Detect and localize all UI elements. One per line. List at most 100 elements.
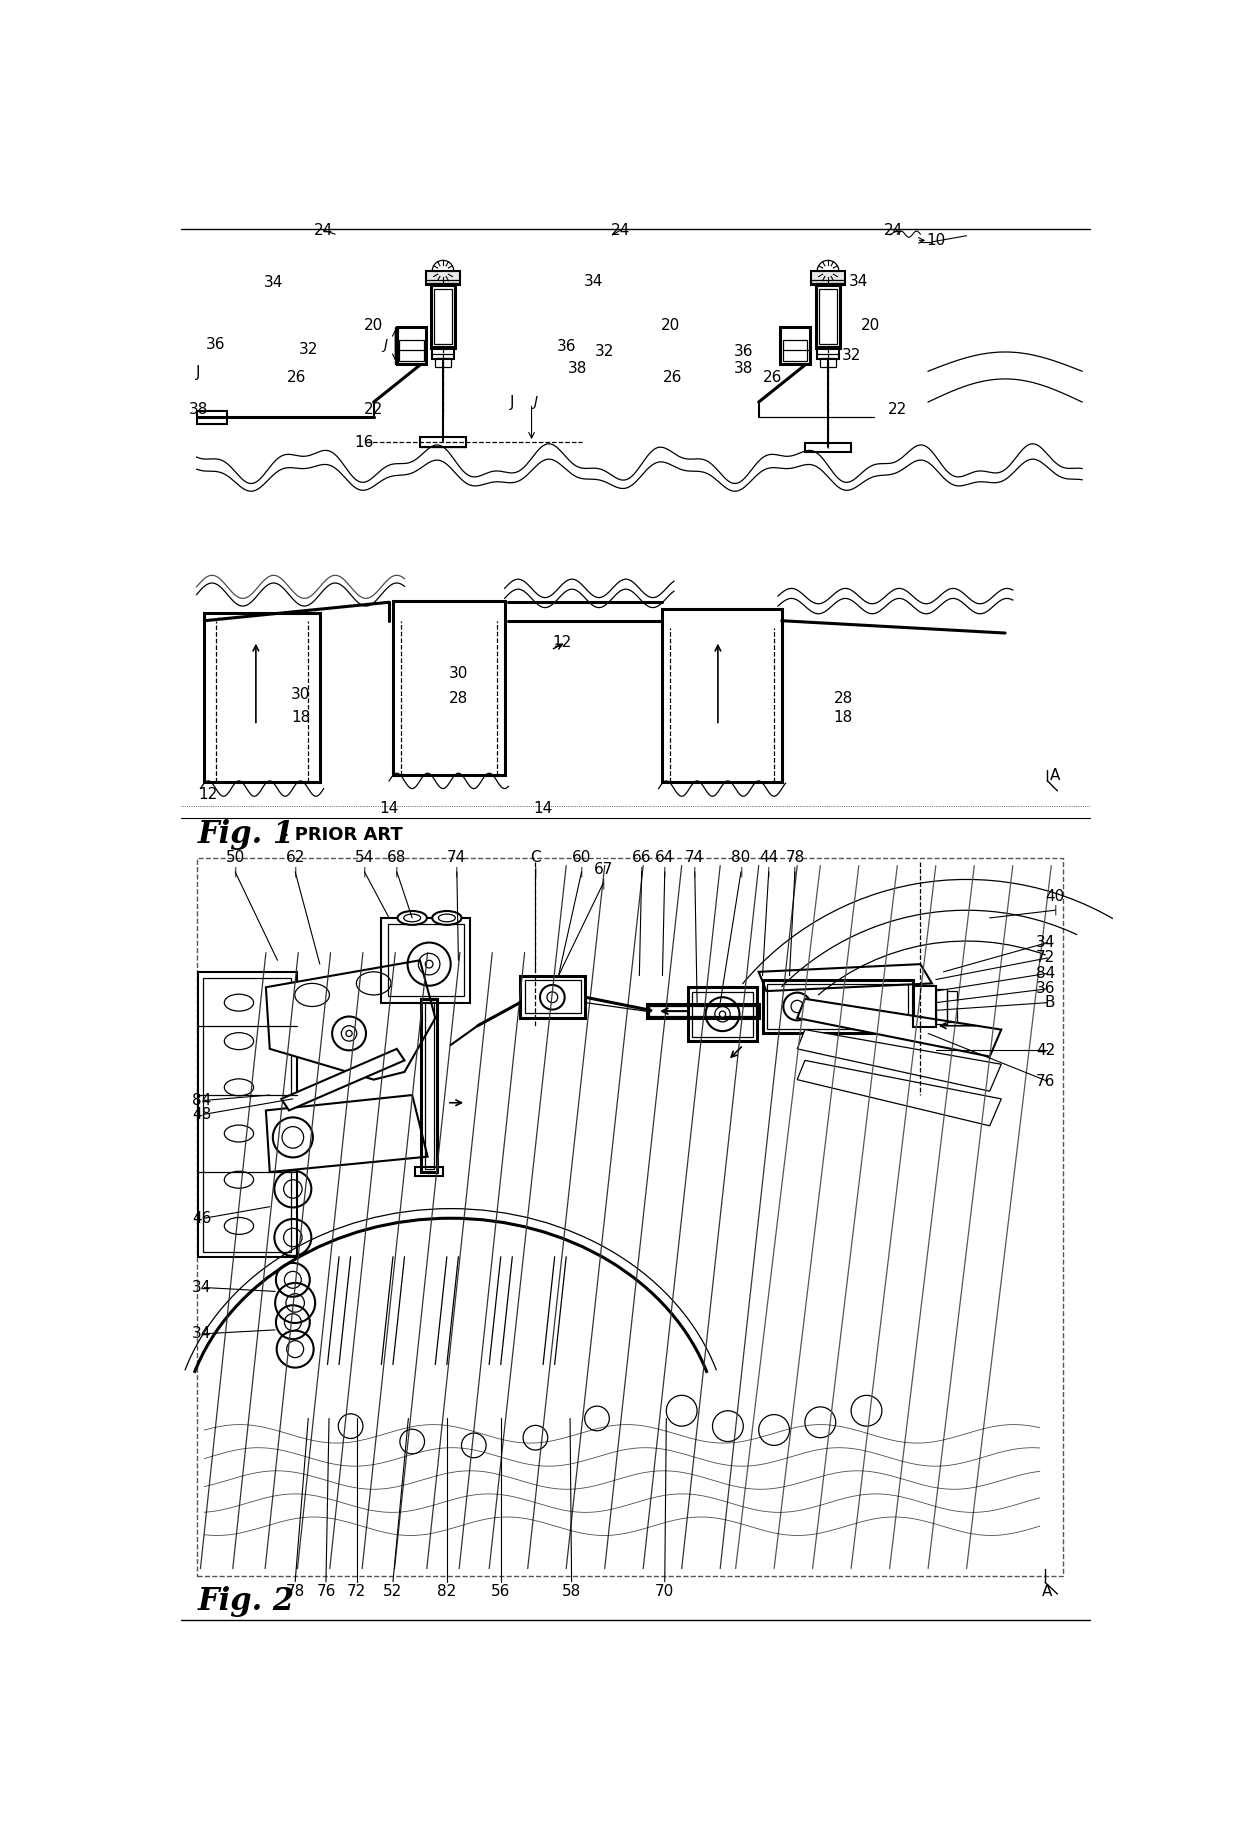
Text: 48: 48 [192, 1107, 211, 1122]
Text: Fig. 1: Fig. 1 [198, 819, 295, 850]
Bar [197, 411, 227, 424]
Text: 72: 72 [1035, 951, 1055, 966]
Text: 56: 56 [491, 1584, 511, 1599]
Text: J: J [533, 395, 537, 409]
Text: 34: 34 [1035, 935, 1055, 949]
Text: 24: 24 [610, 222, 630, 239]
Text: C: C [529, 850, 541, 865]
Text: 16: 16 [355, 435, 374, 450]
Text: |: | [455, 867, 459, 878]
Text: 78: 78 [285, 1584, 305, 1599]
Bar [780, 327, 810, 364]
Text: J: J [510, 395, 515, 409]
Ellipse shape [224, 1080, 253, 1096]
Text: 14: 14 [533, 800, 553, 815]
Bar [768, 984, 908, 1028]
Polygon shape [797, 1061, 1001, 1125]
Text: 20: 20 [861, 318, 880, 332]
Text: 26: 26 [286, 369, 306, 386]
Bar [382, 918, 470, 1002]
Text: A: A [1050, 767, 1060, 782]
Text: 40: 40 [1045, 889, 1065, 903]
Polygon shape [797, 999, 1001, 1056]
Text: 20: 20 [661, 318, 680, 332]
Text: 58: 58 [562, 1584, 582, 1599]
Bar [422, 999, 436, 1171]
Text: |: | [396, 867, 398, 878]
Polygon shape [265, 960, 435, 1080]
Text: 70: 70 [655, 1584, 675, 1599]
Text: 36: 36 [1035, 980, 1055, 997]
Bar [415, 1166, 443, 1175]
Ellipse shape [224, 1171, 253, 1188]
Text: 28: 28 [833, 690, 853, 707]
Bar [424, 1002, 434, 1170]
Circle shape [719, 1012, 725, 1017]
Text: 54: 54 [355, 850, 374, 865]
Text: |: | [766, 867, 770, 878]
Text: 18: 18 [833, 711, 853, 725]
Text: 67: 67 [594, 861, 613, 878]
Text: 74: 74 [448, 850, 466, 865]
Text: 34: 34 [192, 1326, 211, 1342]
Bar [650, 1006, 756, 1015]
Text: 32: 32 [299, 341, 317, 358]
Text: 24: 24 [884, 222, 903, 239]
Text: 20: 20 [365, 318, 383, 332]
Circle shape [425, 960, 433, 968]
Polygon shape [265, 1094, 428, 1171]
Text: 34: 34 [264, 275, 283, 290]
Bar [198, 971, 296, 1256]
Text: J: J [196, 365, 201, 380]
Ellipse shape [224, 993, 253, 1012]
Text: B: B [1044, 995, 1055, 1010]
Text: 34: 34 [584, 274, 603, 288]
Bar [434, 288, 453, 345]
Text: |: | [794, 867, 797, 878]
Text: 52: 52 [383, 1584, 403, 1599]
Text: - PRIOR ART: - PRIOR ART [281, 826, 403, 845]
Bar [393, 602, 505, 775]
Text: 32: 32 [595, 345, 614, 360]
Bar [647, 1004, 759, 1017]
Bar [692, 991, 753, 1037]
Text: 78: 78 [785, 850, 805, 865]
Text: |: | [1053, 905, 1056, 916]
Bar [197, 857, 1063, 1577]
Text: 72: 72 [347, 1584, 366, 1599]
Text: 28: 28 [449, 690, 467, 707]
Bar [205, 613, 320, 782]
Text: 10: 10 [926, 233, 945, 248]
Bar [763, 980, 913, 1034]
Text: A: A [1043, 1584, 1053, 1599]
Bar [782, 340, 807, 362]
Bar [435, 358, 450, 367]
Text: 44: 44 [759, 850, 779, 865]
Text: 26: 26 [763, 369, 782, 386]
Polygon shape [797, 1030, 1001, 1091]
Text: 18: 18 [291, 711, 310, 725]
Ellipse shape [224, 1032, 253, 1050]
Text: 80: 80 [732, 850, 750, 865]
Text: Fig. 2: Fig. 2 [198, 1586, 295, 1618]
Text: |: | [693, 867, 697, 878]
Circle shape [346, 1030, 352, 1037]
Text: 30: 30 [449, 666, 467, 681]
Text: |: | [663, 867, 667, 878]
Text: 38: 38 [734, 362, 753, 376]
Text: |: | [294, 867, 296, 878]
Bar [818, 288, 837, 345]
Polygon shape [281, 1048, 404, 1111]
Text: 12: 12 [553, 635, 572, 650]
Bar [420, 437, 466, 446]
Text: |: | [640, 867, 644, 878]
Bar [203, 979, 291, 1252]
Text: 60: 60 [572, 850, 591, 865]
Text: 66: 66 [632, 850, 651, 865]
Text: 50: 50 [226, 850, 244, 865]
Text: 62: 62 [285, 850, 305, 865]
Text: 22: 22 [888, 402, 906, 417]
Ellipse shape [356, 971, 391, 995]
Bar [520, 975, 585, 1017]
Bar [399, 340, 424, 362]
